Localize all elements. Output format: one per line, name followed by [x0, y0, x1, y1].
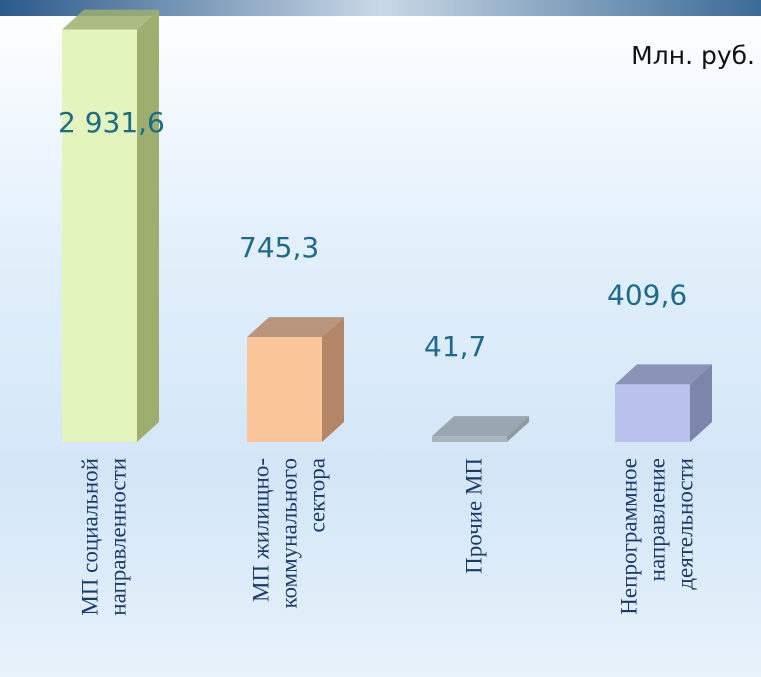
- bar-side: [137, 10, 159, 442]
- x-tick-label: Прочие МП: [462, 458, 487, 574]
- bar-side: [322, 317, 344, 442]
- value-label: 2 931,6: [58, 106, 165, 139]
- bar: [247, 337, 322, 442]
- bar: [432, 436, 507, 442]
- value-label: 409,6: [607, 278, 687, 311]
- bar: [62, 30, 137, 442]
- unit-label: Млн. руб.: [631, 41, 755, 70]
- value-label: 745,3: [239, 231, 319, 264]
- value-label: 41,7: [424, 330, 486, 363]
- chart: Млн. руб. 2 931,6МП социальнойнаправленн…: [0, 0, 761, 677]
- bar: [615, 384, 690, 442]
